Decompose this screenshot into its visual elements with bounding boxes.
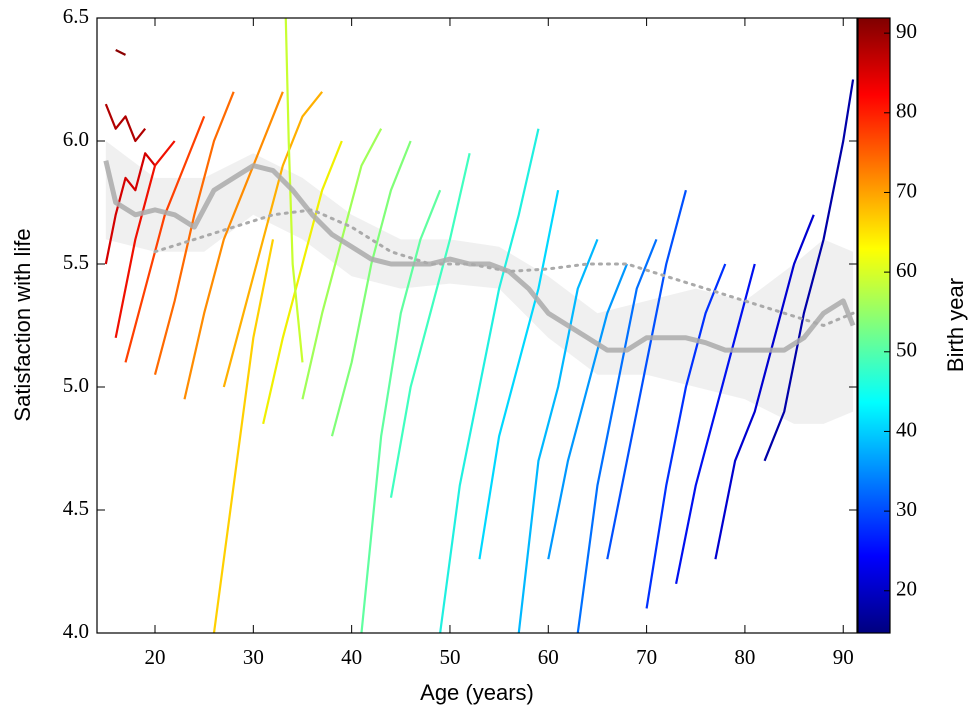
y-tick-label: 6.5 [63,4,89,28]
plot-frame [96,17,858,634]
cohort-line [104,103,147,143]
cohort-line [439,128,540,633]
colorbar-tick-label: 50 [896,338,917,362]
colorbar-tick-label: 90 [896,19,917,43]
cohort-line [675,263,756,585]
mean-line [103,160,856,353]
colorbar-tick-label: 30 [896,497,917,521]
x-tick-label: 30 [243,645,264,669]
y-tick-label: 5.0 [63,373,89,397]
y-tick-label: 5.5 [63,250,89,274]
x-axis-label: Age (years) [420,680,534,705]
y-axis-label: Satisfaction with life [10,228,35,421]
colorbar-tick-label: 40 [896,417,917,441]
cohort-line [763,79,855,462]
plot-area [103,18,856,633]
cohort-line [547,263,628,560]
colorbar-tick-label: 80 [896,99,917,123]
cohort-line [606,189,687,560]
x-tick-label: 20 [145,645,166,669]
y-tick-label: 4.0 [63,619,89,643]
cohort-line [222,91,324,388]
x-tick-label: 60 [538,645,559,669]
x-tick-label: 50 [439,645,460,669]
x-tick-label: 80 [734,645,755,669]
colorbar-tick-label: 20 [896,577,917,601]
y-tick-label: 4.5 [63,496,89,520]
cohort-line [284,18,304,363]
cohort-line [153,91,235,375]
cohort-line [517,238,599,633]
mean-line [153,208,855,327]
cohort-line [645,263,727,609]
x-tick-label: 90 [833,645,854,669]
x-tick-label: 70 [636,645,657,669]
cohort-line [330,140,412,437]
cohort-line [183,91,284,400]
cohort-line [114,140,176,339]
cohort-line [576,238,658,633]
y-tick-label: 6.0 [63,127,89,151]
colorbar-tick-label: 60 [896,258,917,282]
cohort-line [360,189,442,633]
colorbar-tick-label: 70 [896,178,917,202]
colorbar-label: Birth year [943,278,968,372]
colorbar [857,17,891,634]
cohort-line [478,189,560,560]
cohort-line [104,152,156,265]
cohort-line [714,214,815,560]
cohort-line [212,239,275,633]
cohort-line [389,153,471,498]
cohort-line [115,48,127,56]
cohort-line [262,140,343,425]
x-tick-label: 40 [341,645,362,669]
